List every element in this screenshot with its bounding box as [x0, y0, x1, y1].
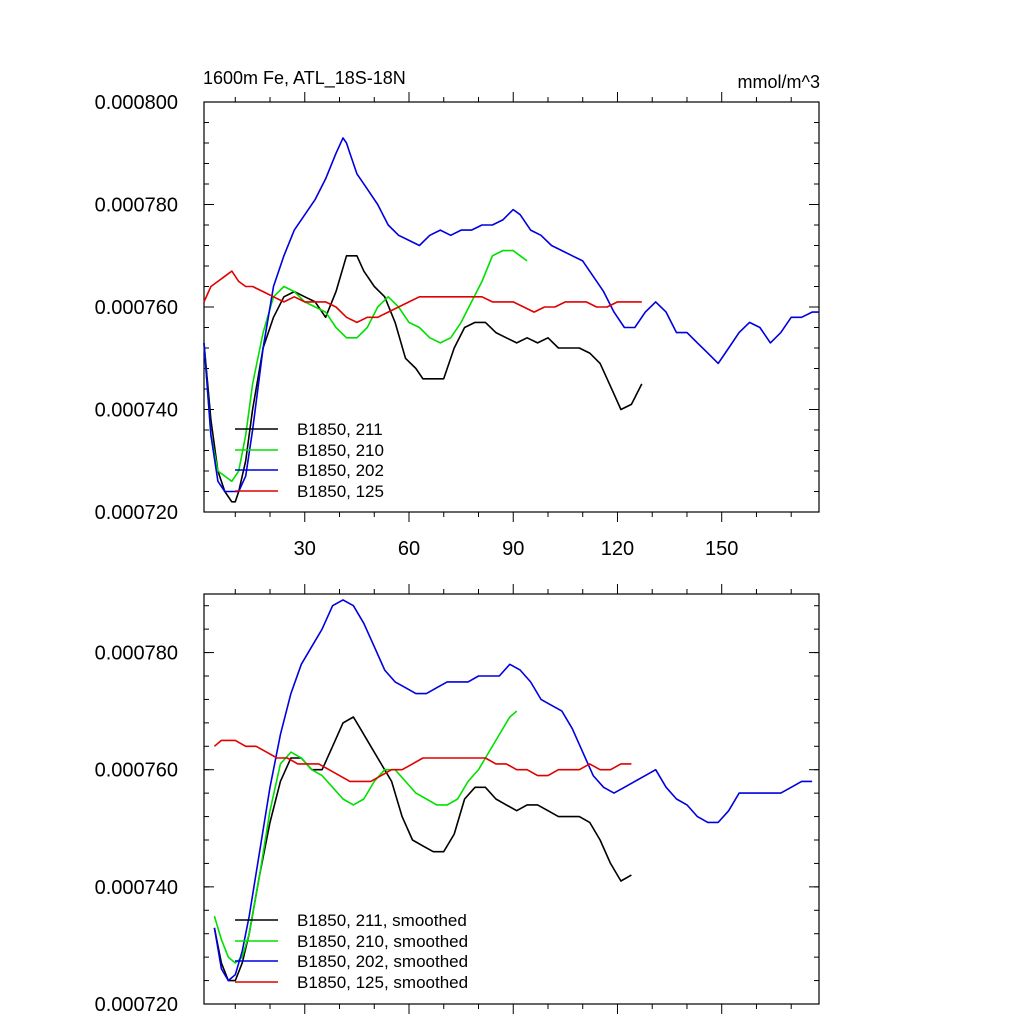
- y-tick-label: 0.000780: [95, 195, 178, 217]
- y-tick-label: 0.000720: [95, 994, 178, 1016]
- legend-label: B1850, 125, smoothed: [297, 973, 468, 992]
- series-line-4: [203, 270, 642, 324]
- x-tick-label: 30: [294, 538, 316, 560]
- legend-label: B1850, 202: [297, 461, 384, 480]
- plot-frame: [203, 593, 820, 1005]
- tick-marks: 0.000720 0.000740 0.000760 0.000780 0.000800…: [95, 92, 819, 560]
- y-tick-label: 0.000800: [95, 92, 178, 114]
- legend: B1850, 211, smoothed B1850, 210, smoothe…: [235, 911, 468, 992]
- legend-label: B1850, 125: [297, 482, 384, 501]
- series-line-3: [203, 137, 819, 493]
- y-tick-label: 0.000740: [95, 400, 178, 422]
- series-line-2: [213, 710, 518, 964]
- legend-label: B1850, 210: [297, 441, 384, 460]
- y-tick-label: 0.000760: [95, 760, 178, 782]
- legend-label: B1850, 210, smoothed: [297, 932, 468, 951]
- y-tick-label: 0.000780: [95, 643, 178, 665]
- chart-title: 1600m Fe, ATL_18S-18N: [203, 68, 406, 89]
- x-tick-label: 90: [502, 538, 524, 560]
- legend: B1850, 211 B1850, 210 B1850, 202 B1850, …: [235, 420, 384, 501]
- top-chart-panel: 1600m Fe, ATL_18S-18N mmol/m^3 0.0007200…: [95, 68, 820, 560]
- legend-label: B1850, 211: [297, 420, 383, 439]
- x-tick-label: 60: [398, 538, 420, 560]
- series-line-4: [213, 739, 632, 783]
- legend-label: B1850, 202, smoothed: [297, 952, 468, 971]
- units-label: mmol/m^3: [738, 72, 820, 92]
- series-layer: [203, 137, 819, 503]
- x-tick-label: 150: [705, 538, 738, 560]
- y-tick-label: 0.000760: [95, 297, 178, 319]
- series-line-3: [213, 599, 813, 982]
- series-layer: [213, 599, 813, 982]
- legend-label: B1850, 211, smoothed: [297, 911, 467, 930]
- series-line-2: [203, 249, 528, 483]
- series-line-1: [213, 716, 632, 982]
- series-line-1: [203, 255, 643, 503]
- tick-marks: 0.000720 0.000740 0.000760 0.000780: [95, 584, 819, 1016]
- bottom-chart-panel: 0.000720 0.000740 0.000760 0.000780 B1850, …: [95, 584, 820, 1016]
- x-tick-label: 120: [601, 538, 634, 560]
- y-tick-label: 0.000740: [95, 877, 178, 899]
- y-tick-label: 0.000720: [95, 502, 178, 524]
